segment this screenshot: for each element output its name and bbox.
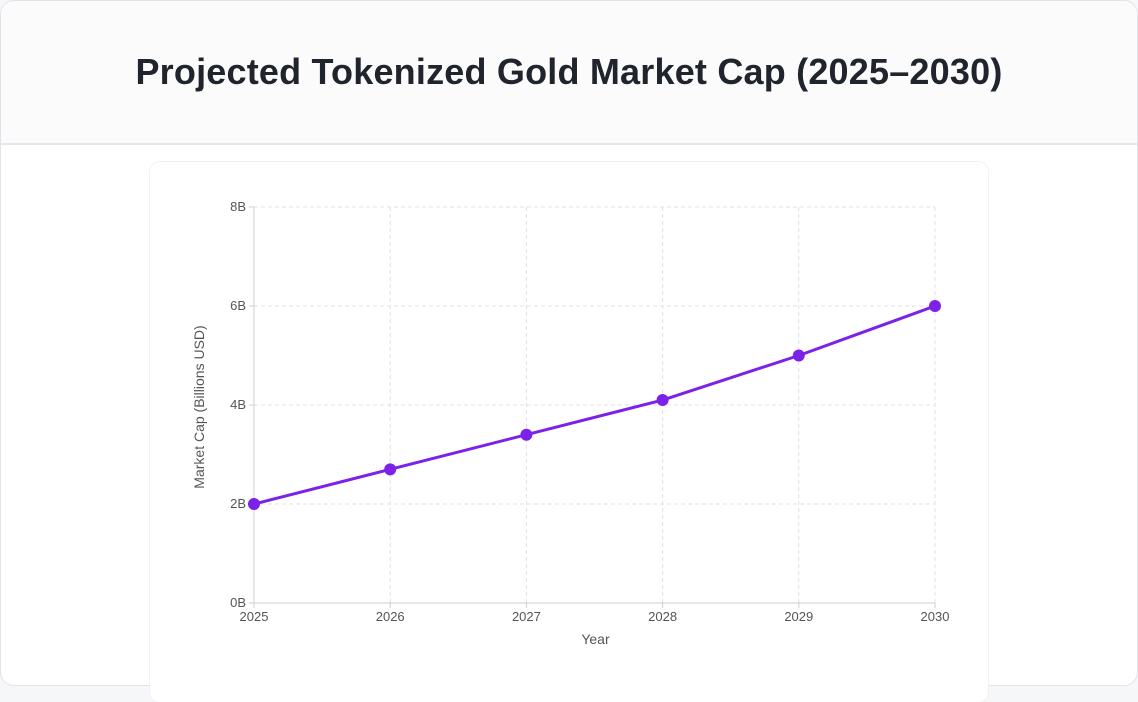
grid-lines <box>254 206 936 603</box>
series-layer <box>248 300 941 510</box>
data-point <box>520 428 533 441</box>
data-point <box>792 349 805 362</box>
data-point <box>929 300 941 312</box>
y-tick-label: 8B <box>230 199 246 214</box>
y-tick-label: 0B <box>230 595 246 610</box>
chart-title: Projected Tokenized Gold Market Cap (202… <box>135 51 1003 92</box>
x-tick-label: 2027 <box>512 609 541 624</box>
data-point <box>656 394 669 407</box>
series-line <box>253 304 936 506</box>
data-point <box>248 498 260 510</box>
x-tick-label: 2029 <box>784 609 813 624</box>
y-axis-title: Market Cap (Billions USD) <box>191 325 207 488</box>
y-tick-label: 6B <box>230 298 246 313</box>
y-tick-label: 2B <box>230 496 246 511</box>
line-chart: 0B 2B 4B 6B 8B 2025 2026 2027 2028 2029 2030 Year Ma… <box>191 199 949 647</box>
data-point <box>384 463 397 476</box>
x-tick-label: 2030 <box>921 609 950 624</box>
x-tick-label: 2026 <box>376 609 405 624</box>
chart-panel <box>150 162 988 702</box>
x-axis-title: Year <box>581 631 610 647</box>
axis-labels-layer: 0B 2B 4B 6B 8B 2025 2026 2027 2028 2029 2030 Year Ma… <box>191 199 949 647</box>
axes <box>249 206 936 608</box>
x-tick-label: 2025 <box>240 609 269 624</box>
x-tick-label: 2028 <box>648 609 677 624</box>
chart-header: Projected Tokenized Gold Market Cap (202… <box>1 1 1137 145</box>
y-tick-label: 4B <box>230 397 246 412</box>
